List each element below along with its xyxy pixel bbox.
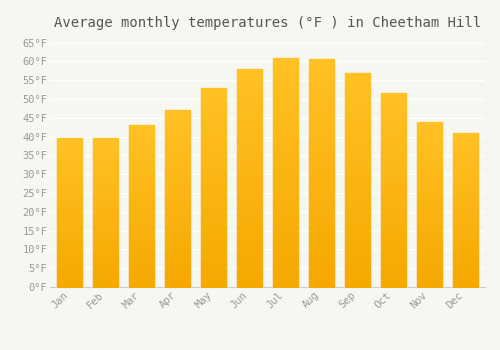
Bar bbox=[416, 121, 442, 287]
Bar bbox=[237, 69, 262, 287]
Bar bbox=[165, 110, 190, 287]
Title: Average monthly temperatures (°F ) in Cheetham Hill: Average monthly temperatures (°F ) in Ch… bbox=[54, 16, 481, 30]
Bar bbox=[201, 88, 226, 287]
Bar bbox=[93, 139, 118, 287]
Bar bbox=[309, 60, 334, 287]
Bar bbox=[273, 57, 298, 287]
Bar bbox=[345, 72, 370, 287]
Bar bbox=[452, 133, 478, 287]
Bar bbox=[57, 139, 82, 287]
Bar bbox=[380, 93, 406, 287]
Bar bbox=[129, 125, 154, 287]
